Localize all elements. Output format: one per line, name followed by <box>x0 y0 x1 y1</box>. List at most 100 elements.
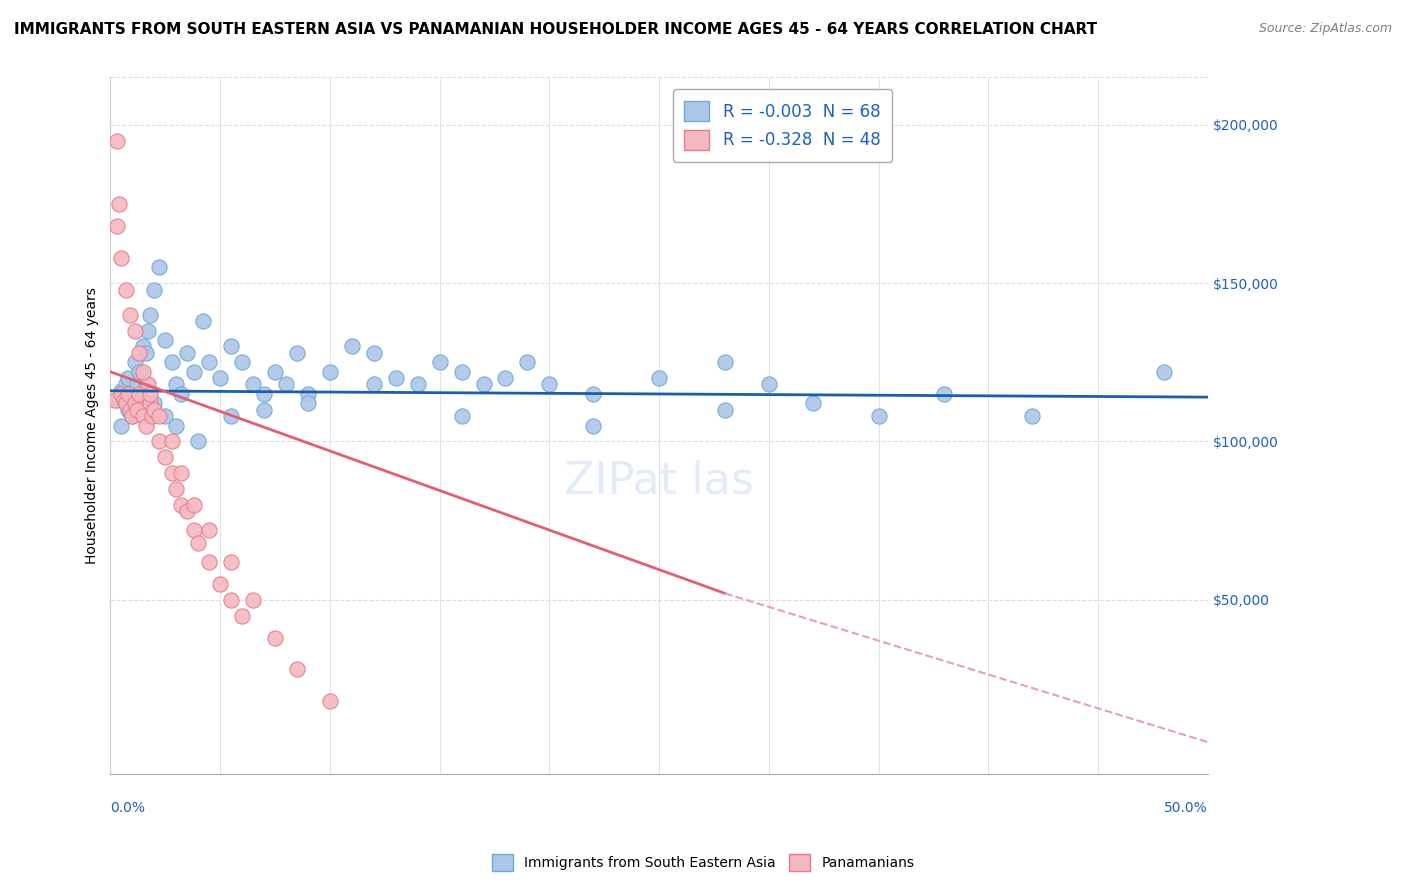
Point <box>165 377 187 392</box>
Point <box>136 377 159 392</box>
Point <box>165 482 187 496</box>
Point <box>219 409 242 423</box>
Point <box>714 355 737 369</box>
Point <box>472 377 495 392</box>
Point <box>183 365 205 379</box>
Point <box>450 409 472 423</box>
Point <box>231 608 253 623</box>
Point <box>160 355 183 369</box>
Point <box>160 434 183 449</box>
Point <box>143 402 166 417</box>
Point <box>758 377 780 392</box>
Legend: R = -0.003  N = 68, R = -0.328  N = 48: R = -0.003 N = 68, R = -0.328 N = 48 <box>672 89 893 161</box>
Point <box>135 418 157 433</box>
Point <box>110 251 132 265</box>
Point <box>143 283 166 297</box>
Point <box>191 314 214 328</box>
Point <box>801 396 824 410</box>
Point <box>183 498 205 512</box>
Point <box>139 387 162 401</box>
Point <box>1021 409 1043 423</box>
Point <box>169 498 191 512</box>
Text: 50.0%: 50.0% <box>1164 801 1208 815</box>
Point <box>117 387 139 401</box>
Point <box>183 523 205 537</box>
Point <box>934 387 956 401</box>
Point <box>187 434 209 449</box>
Point <box>105 219 128 234</box>
Point <box>104 393 127 408</box>
Point <box>264 631 287 645</box>
Point <box>110 387 132 401</box>
Point <box>340 339 363 353</box>
Text: ZIPat las: ZIPat las <box>564 459 754 503</box>
Point <box>125 377 148 392</box>
Point <box>120 390 142 404</box>
Point <box>121 409 143 423</box>
Point <box>495 371 517 385</box>
Point <box>128 387 150 401</box>
Point <box>868 409 890 423</box>
Point <box>114 283 136 297</box>
Point <box>141 409 163 423</box>
Point <box>297 387 319 401</box>
Point <box>124 324 146 338</box>
Point <box>128 396 150 410</box>
Point <box>160 466 183 480</box>
Point <box>187 535 209 549</box>
Point <box>132 339 155 353</box>
Point <box>139 308 162 322</box>
Point <box>112 393 135 408</box>
Point <box>135 377 157 392</box>
Point <box>128 365 150 379</box>
Point <box>253 387 276 401</box>
Point <box>128 346 150 360</box>
Point <box>132 365 155 379</box>
Point <box>117 371 139 385</box>
Point <box>253 402 276 417</box>
Point <box>363 377 385 392</box>
Y-axis label: Householder Income Ages 45 - 64 years: Householder Income Ages 45 - 64 years <box>86 287 100 564</box>
Point <box>169 466 191 480</box>
Point <box>450 365 472 379</box>
Point <box>516 355 538 369</box>
Point <box>114 377 136 392</box>
Point <box>538 377 561 392</box>
Text: Source: ZipAtlas.com: Source: ZipAtlas.com <box>1258 22 1392 36</box>
Point <box>120 308 142 322</box>
Point <box>105 134 128 148</box>
Point <box>297 396 319 410</box>
Point <box>148 434 170 449</box>
Point <box>209 371 232 385</box>
Point <box>582 387 605 401</box>
Point <box>110 384 132 398</box>
Point <box>714 402 737 417</box>
Text: 0.0%: 0.0% <box>111 801 145 815</box>
Point <box>143 396 166 410</box>
Point <box>285 346 308 360</box>
Point <box>124 355 146 369</box>
Point <box>319 365 342 379</box>
Point <box>125 402 148 417</box>
Legend: Immigrants from South Eastern Asia, Panamanians: Immigrants from South Eastern Asia, Pana… <box>486 848 920 876</box>
Point <box>117 402 139 417</box>
Point <box>429 355 451 369</box>
Point <box>219 592 242 607</box>
Point <box>242 377 264 392</box>
Point <box>148 260 170 275</box>
Point <box>242 592 264 607</box>
Point <box>209 577 232 591</box>
Point <box>120 402 142 417</box>
Point <box>132 409 155 423</box>
Point <box>648 371 671 385</box>
Point <box>176 504 198 518</box>
Point <box>135 346 157 360</box>
Point <box>165 418 187 433</box>
Point <box>148 409 170 423</box>
Point <box>121 402 143 417</box>
Point <box>198 355 221 369</box>
Point <box>384 371 406 385</box>
Point <box>169 387 191 401</box>
Point <box>363 346 385 360</box>
Point <box>406 377 429 392</box>
